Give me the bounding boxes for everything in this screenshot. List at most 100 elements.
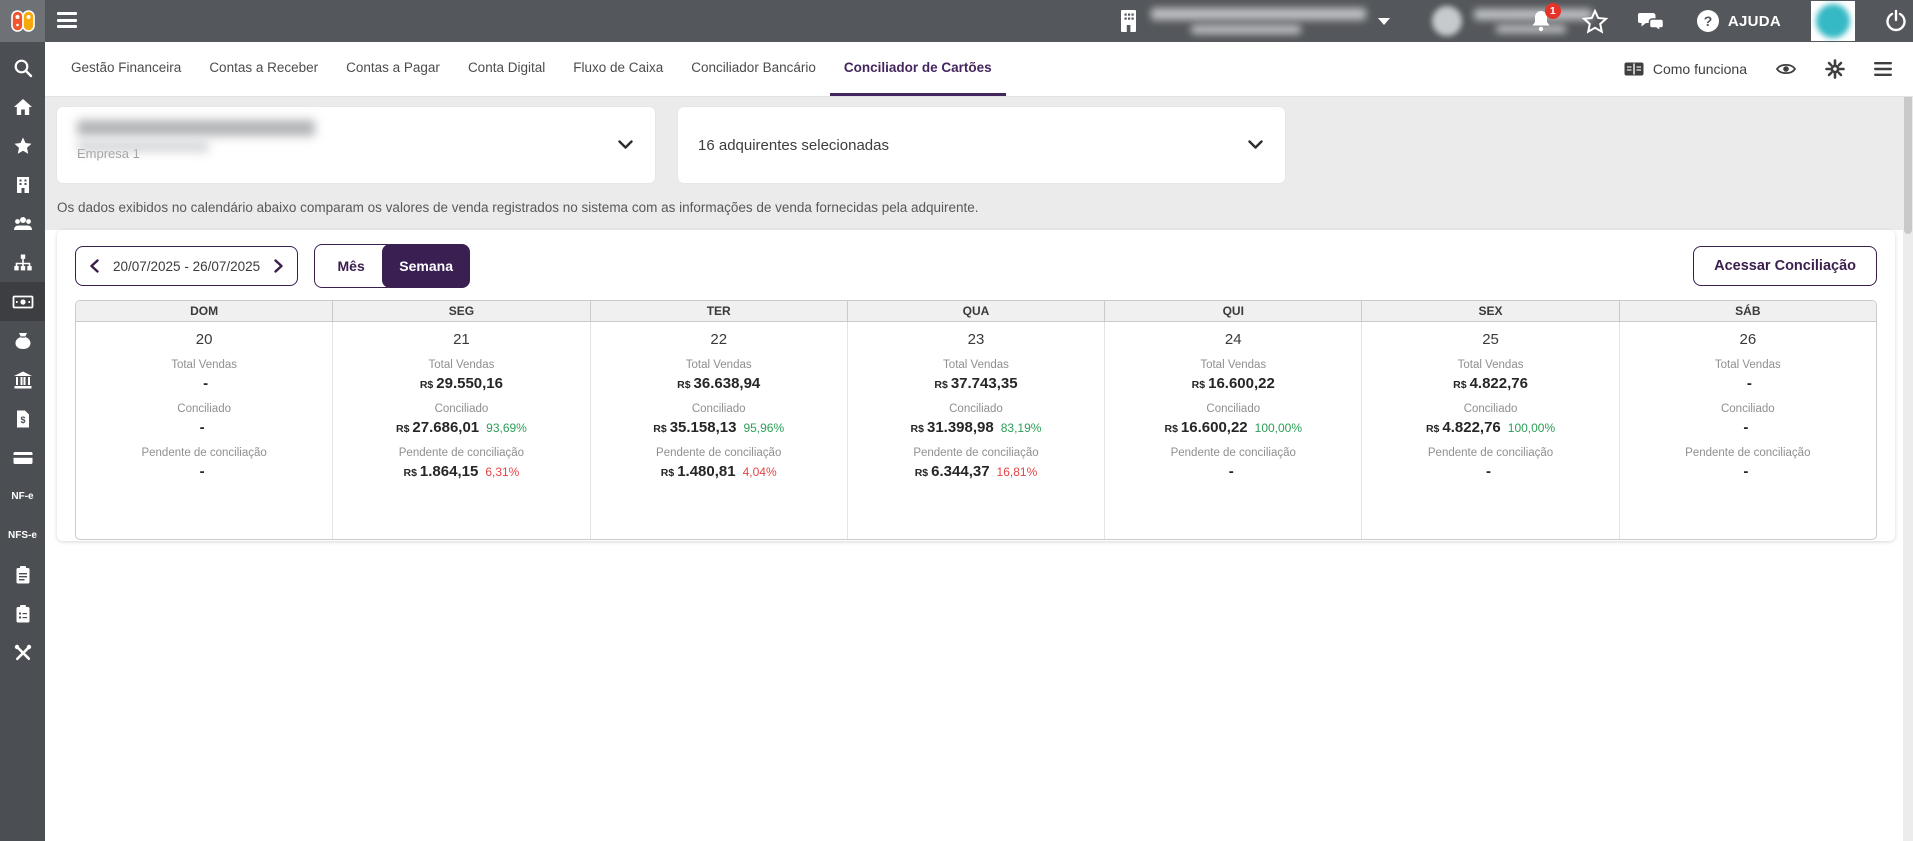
chevron-down-icon[interactable] — [1248, 140, 1263, 149]
sidebar-item-nfe[interactable]: NF-e — [0, 477, 45, 516]
tab-fluxo-de-caixa[interactable]: Fluxo de Caixa — [573, 60, 664, 75]
sidebar-item-home[interactable] — [0, 87, 45, 126]
pendente-value: - — [199, 463, 205, 480]
total-vendas-label: Total Vendas — [171, 359, 238, 371]
sidebar-item-billing[interactable]: $ — [0, 399, 45, 438]
day-number: 26 — [1739, 331, 1757, 348]
company-caret-icon[interactable] — [1378, 17, 1390, 25]
more-menu-icon[interactable] — [1873, 61, 1893, 77]
top-bar: 1 ? AJUDA — [0, 0, 1913, 42]
company-name-blurred-2 — [77, 141, 209, 152]
conciliado-value: R$ 31.398,98 83,19% — [910, 419, 1042, 436]
company-dropdown[interactable]: Empresa 1 — [57, 107, 655, 183]
como-funciona-button[interactable]: Como funciona — [1624, 59, 1747, 79]
pendente-value: R$ 1.480,81 4,04% — [660, 463, 777, 480]
sidebar-item-settings-tools[interactable] — [0, 633, 45, 672]
star-icon — [14, 137, 31, 154]
day-number: 21 — [453, 331, 470, 348]
conciliado-value: R$ 16.600,22 100,00% — [1164, 419, 1303, 436]
sidebar-item-company[interactable] — [0, 165, 45, 204]
total-vendas-value: R$ 29.550,16 — [419, 375, 503, 392]
user-avatar-small[interactable] — [1432, 6, 1462, 36]
chevron-down-icon[interactable] — [618, 140, 633, 149]
acquirers-dropdown[interactable]: 16 adquirentes selecionadas — [678, 107, 1285, 183]
weekday-header-qua: QUA — [846, 301, 1104, 321]
clipboard-icon — [16, 565, 29, 583]
day-column-sex[interactable]: 25 Total Vendas R$ 4.822,76 Conciliado R$… — [1361, 322, 1618, 539]
month-toggle-button[interactable]: Mês — [314, 244, 389, 288]
day-column-dom[interactable]: 20 Total Vendas - Conciliado - Pendente … — [76, 322, 332, 539]
book-icon — [1624, 62, 1644, 76]
tab-conta-digital[interactable]: Conta Digital — [467, 60, 546, 75]
week-toggle-button[interactable]: Semana — [382, 244, 471, 288]
pendente-value: R$ 1.864,15 6,31% — [403, 463, 520, 480]
tab-contas-a-pagar[interactable]: Contas a Pagar — [346, 60, 440, 75]
sidebar: $ NF-e NFS-e — [0, 42, 45, 841]
conciliado-label: Conciliado — [177, 403, 231, 415]
help-label: AJUDA — [1727, 12, 1781, 30]
day-column-qui[interactable]: 24 Total Vendas R$ 16.600,22 Conciliado R… — [1104, 322, 1361, 539]
sidebar-item-card-reconciliation[interactable] — [0, 282, 45, 321]
question-circle-icon: ? — [1696, 10, 1719, 32]
conciliado-label: Conciliado — [949, 403, 1003, 415]
sidebar-item-cards[interactable] — [0, 438, 45, 477]
sitemap-icon — [13, 254, 32, 270]
period-toggle: Mês Semana — [314, 244, 471, 288]
tab-gestao-financeira[interactable]: Gestão Financeira — [71, 60, 182, 75]
help-button[interactable]: ? AJUDA — [1696, 9, 1781, 33]
chat-icon[interactable] — [1637, 9, 1666, 33]
como-funciona-label: Como funciona — [1652, 61, 1747, 77]
pendente-label: Pendente de conciliação — [913, 447, 1039, 459]
total-vendas-label: Total Vendas — [1714, 359, 1781, 371]
sidebar-item-search[interactable] — [0, 48, 45, 87]
search-icon — [14, 59, 32, 77]
prev-week-chevron-icon[interactable] — [90, 259, 99, 273]
sidebar-item-bank[interactable] — [0, 360, 45, 399]
user-name[interactable] — [1474, 9, 1592, 33]
company-selector[interactable] — [1151, 8, 1366, 34]
conciliado-percent: 100,00% — [1507, 421, 1556, 435]
vertical-scrollbar[interactable] — [1903, 42, 1913, 841]
day-number: 25 — [1482, 331, 1499, 348]
week-calendar: DOM SEG TER QUA QUI SEX SÁB 20 Total Ven… — [75, 300, 1877, 540]
favorites-star-icon[interactable] — [1581, 8, 1608, 34]
total-vendas-value: R$ 4.822,76 — [1453, 375, 1528, 392]
day-column-ter[interactable]: 22 Total Vendas R$ 36.638,94 Conciliado R… — [589, 322, 847, 539]
visibility-eye-icon[interactable] — [1775, 59, 1797, 79]
acquirers-value: 16 adquirentes selecionadas — [698, 136, 889, 154]
menu-hamburger-icon[interactable] — [57, 12, 77, 30]
weekday-header-sab: SÁB — [1618, 301, 1876, 321]
sidebar-item-org-structure[interactable] — [0, 243, 45, 282]
tab-contas-a-receber[interactable]: Contas a Receber — [209, 60, 319, 75]
app-logo — [0, 0, 45, 42]
scrollbar-thumb[interactable] — [1904, 44, 1912, 234]
pendente-label: Pendente de conciliação — [1170, 447, 1296, 459]
sidebar-item-nfse[interactable]: NFS-e — [0, 516, 45, 555]
sidebar-item-clients[interactable] — [0, 204, 45, 243]
access-reconciliation-button[interactable]: Acessar Conciliação — [1693, 246, 1877, 286]
notifications-bell-icon[interactable]: 1 — [1530, 3, 1561, 33]
next-week-chevron-icon[interactable] — [274, 259, 283, 273]
conciliado-value: - — [199, 419, 205, 436]
tab-conciliador-bancario[interactable]: Conciliador Bancário — [691, 60, 816, 75]
pendente-value: - — [1743, 463, 1749, 480]
day-column-seg[interactable]: 21 Total Vendas R$ 29.550,16 Conciliado R… — [332, 322, 589, 539]
sidebar-item-orders[interactable] — [0, 555, 45, 594]
day-column-sab[interactable]: 26 Total Vendas - Conciliado - Pendente … — [1618, 322, 1876, 539]
sidebar-item-favorites[interactable] — [0, 126, 45, 165]
weekday-header-qui: QUI — [1104, 301, 1361, 321]
logo-icon — [10, 10, 35, 32]
day-number: 20 — [195, 331, 213, 348]
building-icon — [1121, 10, 1136, 32]
date-range-label[interactable]: 20/07/2025 - 26/07/2025 — [113, 258, 261, 274]
total-vendas-label: Total Vendas — [1200, 359, 1267, 371]
invoice-icon: $ — [16, 410, 29, 427]
sidebar-item-sales[interactable] — [0, 321, 45, 360]
profile-avatar[interactable] — [1811, 1, 1855, 41]
day-column-qua[interactable]: 23 Total Vendas R$ 37.743,35 Conciliado R… — [846, 322, 1104, 539]
logout-power-icon[interactable] — [1885, 9, 1907, 33]
day-number: 24 — [1224, 331, 1242, 348]
tab-conciliador-de-cartoes[interactable]: Conciliador de Cartões — [829, 42, 1006, 96]
settings-gear-icon[interactable] — [1825, 59, 1845, 79]
sidebar-item-tasks[interactable] — [0, 594, 45, 633]
